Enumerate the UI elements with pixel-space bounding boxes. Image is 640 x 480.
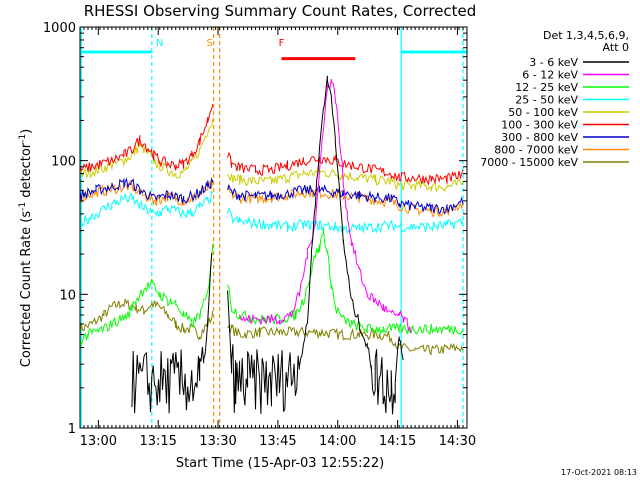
annotation-letter: F: [279, 38, 285, 49]
x-tick-label: 13:00: [80, 434, 117, 449]
legend-header: Att 0: [603, 41, 629, 54]
series-line-3-6-kev: [131, 75, 404, 415]
x-tick-label: 14:30: [439, 434, 476, 449]
y-label-mid: detector: [19, 142, 34, 202]
y-label-main: Corrected Count Rate (s: [19, 211, 34, 368]
series-line-7000-15000-kev: [80, 298, 464, 356]
x-tick-label: 13:45: [259, 434, 296, 449]
y-tick-label: 10: [59, 288, 76, 303]
plot-frame: [79, 26, 468, 429]
legend-label: 50 - 100 keV: [508, 106, 578, 119]
series-line-50-100-kev: [80, 118, 464, 193]
y-tick-label: 1000: [43, 21, 76, 36]
chart-title: RHESSI Observing Summary Count Rates, Co…: [84, 2, 477, 20]
x-tick-label: 13:15: [139, 434, 176, 449]
y-tick-label: 100: [51, 155, 76, 170]
legend-label: 300 - 800 keV: [501, 131, 578, 144]
legend-label: 100 - 300 keV: [501, 119, 578, 132]
legend-label: 12 - 25 keV: [515, 81, 578, 94]
legend-label: 800 - 7000 keV: [494, 144, 578, 157]
y-label-sup2: -1: [18, 134, 28, 143]
axis-layer: 1 10 100 1000 13:00 13:15 13:30 13:45 14:00 14:15…: [43, 21, 476, 449]
x-axis-label: Start Time (15-Apr-03 12:55:22): [176, 456, 384, 471]
series-line-25-50-kev: [80, 190, 464, 235]
timestamp: 17-Oct-2021 08:13: [561, 468, 637, 477]
legend-label: 25 - 50 keV: [515, 94, 578, 107]
series-line-12-25-kev: [80, 227, 464, 347]
legend-label: 7000 - 15000 keV: [480, 156, 578, 169]
y-label-end: ): [19, 129, 34, 134]
legend-label: 3 - 6 keV: [529, 56, 578, 69]
y-label-sup1: -1: [18, 202, 28, 211]
x-tick-label: 14:15: [379, 434, 416, 449]
legend-label: 6 - 12 keV: [522, 69, 578, 82]
x-tick-label: 13:30: [199, 434, 236, 449]
series-line-100-300-kev: [80, 103, 464, 186]
series-line-300-800-kev: [80, 177, 464, 215]
annotation-letter: N: [156, 38, 163, 49]
series-line-6-12-kev: [239, 78, 412, 334]
y-axis-label: Corrected Count Rate (s-1 detector-1): [18, 129, 34, 367]
y-tick-label: 1: [68, 422, 76, 437]
series-layer: [80, 75, 464, 415]
annotation-letter: S: [206, 38, 212, 49]
x-tick-label: 14:00: [319, 434, 356, 449]
legend-header: Det 1,3,4,5,6,9,: [543, 29, 629, 42]
